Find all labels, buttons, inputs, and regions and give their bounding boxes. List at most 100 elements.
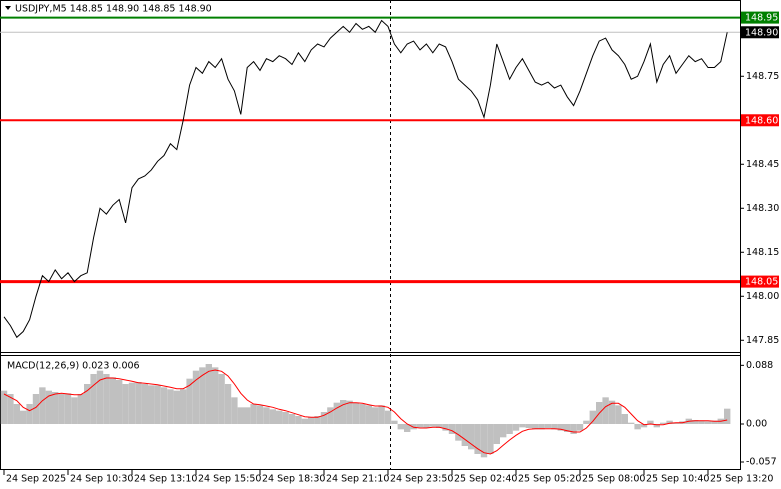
histogram-bar (199, 367, 206, 424)
x-tick-label: 24 Sep 18:30 (262, 474, 325, 485)
histogram-bar (544, 424, 552, 428)
histogram-bar (391, 420, 398, 424)
y-tick-label: 0.00 (746, 419, 767, 430)
x-tick-label: 25 Sep 13:20 (710, 474, 773, 485)
histogram-bar (404, 424, 411, 432)
x-tick-label: 24 Sep 21:10 (326, 474, 389, 485)
histogram-bar (672, 422, 680, 424)
histogram-bar (525, 424, 532, 428)
histogram-bar (52, 392, 59, 424)
histogram-bar (704, 421, 712, 424)
y-tick-label: -0.057 (746, 457, 777, 468)
level-label-box (741, 11, 779, 24)
histogram-bar (692, 420, 699, 424)
histogram-bar (186, 378, 193, 424)
histogram-bar (365, 405, 372, 424)
histogram-bar (237, 407, 244, 424)
histogram-bar (333, 402, 340, 424)
histogram-bar (474, 424, 481, 454)
histogram-bar (39, 387, 46, 424)
histogram-bar (608, 400, 616, 424)
histogram-bar (436, 424, 443, 428)
histogram-bar (583, 420, 590, 424)
histogram-bar (269, 409, 276, 424)
histogram-bar (429, 424, 436, 427)
signal-line (3, 369, 728, 455)
histogram-bar (320, 412, 328, 424)
x-tick-label: 25 Sep 02:40 (454, 474, 517, 485)
histogram-bar (564, 424, 571, 432)
histogram-bar (506, 424, 513, 434)
histogram-bar (384, 410, 392, 424)
y-tick-label: 148.75 (746, 71, 779, 82)
histogram-bar (7, 394, 14, 424)
histogram-bar (724, 408, 731, 424)
histogram-bar (218, 374, 225, 424)
histogram-bar (301, 418, 308, 424)
histogram-bar (109, 377, 116, 424)
histogram-bar (519, 424, 526, 428)
histogram-bar (589, 410, 596, 424)
level-label-box (741, 114, 779, 127)
histogram-bar (45, 390, 52, 424)
x-tick-label: 25 Sep 08:00 (582, 474, 645, 485)
histogram-bar (314, 416, 321, 424)
histogram-bar (282, 412, 289, 424)
histogram-bar (621, 414, 628, 424)
histogram-bar (256, 405, 264, 424)
histogram-bar (410, 424, 417, 430)
histogram-bar (500, 424, 507, 438)
histogram-bar (615, 405, 622, 424)
histogram-bar (538, 424, 545, 430)
histogram-bar (13, 404, 20, 424)
histogram-bar (0, 390, 8, 424)
histogram-bar (250, 404, 257, 424)
histogram-bar (602, 397, 609, 424)
histogram-bar (340, 400, 347, 424)
histogram-bar (397, 424, 404, 430)
histogram-bar (576, 424, 584, 431)
histogram-bar (71, 397, 78, 424)
histogram-bar (173, 390, 180, 424)
y-tick-label: 0.088 (746, 360, 773, 371)
x-tick-label: 24 Sep 15:50 (198, 474, 261, 485)
histogram-bar (122, 384, 129, 424)
indicator-title: MACD(12,26,9) 0.023 0.006 (7, 361, 140, 372)
y-tick-label: 148.30 (746, 203, 779, 214)
histogram-bar (551, 424, 558, 430)
histogram-bar (231, 397, 238, 424)
histogram-bar (84, 384, 91, 424)
histogram-bar (96, 370, 104, 424)
histogram-bar (628, 422, 635, 424)
histogram-bar (141, 384, 148, 424)
histogram-bar (20, 410, 27, 424)
histogram-bar (103, 374, 110, 424)
level-label: 148.90 (745, 27, 778, 38)
x-tick-label: 24 Sep 23:50 (390, 474, 453, 485)
histogram-bar (448, 424, 456, 434)
histogram-bar (442, 424, 449, 431)
x-tick-label: 24 Sep 13:10 (134, 474, 197, 485)
y-tick-label: 147.85 (746, 335, 779, 346)
histogram-bar (372, 407, 379, 424)
histogram-bar (180, 389, 187, 424)
collapse-icon[interactable] (5, 6, 11, 10)
histogram-bar (660, 422, 667, 424)
level-label-box (741, 26, 779, 39)
histogram-bar (461, 424, 468, 446)
histogram-bar (160, 387, 168, 424)
histogram-bar (711, 420, 718, 424)
histogram-bar (634, 424, 641, 430)
y-tick-label: 148.15 (746, 247, 779, 258)
histogram-bar (288, 414, 296, 424)
price-line (3, 19, 728, 339)
histogram-bar (224, 384, 232, 424)
histogram-bar (487, 424, 494, 454)
histogram-bar (167, 389, 174, 424)
histogram-bar (455, 424, 462, 441)
histogram-bar (263, 407, 270, 424)
histogram-bar (276, 410, 283, 424)
histogram-bar (32, 394, 40, 424)
